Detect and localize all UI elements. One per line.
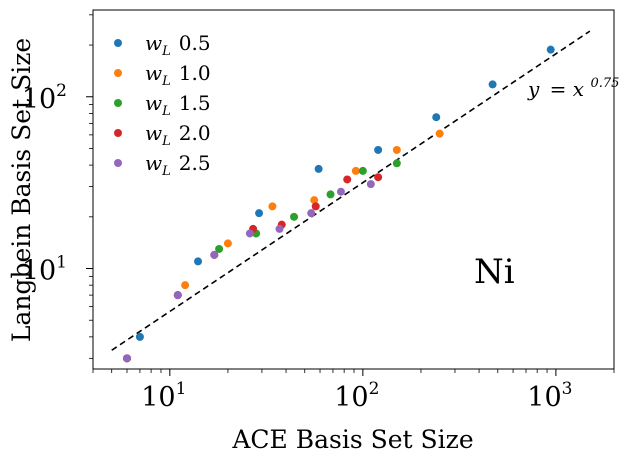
data-point-s1-7 <box>488 80 497 89</box>
data-point-s1-4 <box>314 164 323 173</box>
data-point-s2-8 <box>435 129 444 138</box>
plot-layer <box>111 30 591 363</box>
data-point-s1-8 <box>546 45 555 54</box>
y-tick-label-1: 101 <box>22 253 67 287</box>
fit-label-base: y <box>527 77 540 101</box>
data-point-s2-3 <box>223 239 232 248</box>
fit-label-mid: = x <box>550 77 584 101</box>
data-point-s5-1 <box>122 354 131 363</box>
data-point-s2-4 <box>268 202 277 211</box>
legend-marker-1 <box>114 39 122 47</box>
data-point-s1-5 <box>374 145 383 154</box>
data-point-s4-8 <box>374 173 383 182</box>
legend-label-3: wL 1.5 <box>145 91 211 119</box>
y-axis-label: Langbein Basis Set Size <box>7 38 36 342</box>
fit-label-exponent: 0.75 <box>590 76 619 91</box>
data-point-s3-7 <box>358 166 367 175</box>
legend-label-1: wL 0.5 <box>145 31 211 59</box>
ticks-layer: 101 102 103 101 102 <box>22 14 615 413</box>
x-tick-label-1: 101 <box>141 379 186 413</box>
fit-line-annotation: y = x 0.75 <box>527 76 619 101</box>
y-tick-label-2: 102 <box>22 81 67 115</box>
data-point-s2-2 <box>181 281 190 290</box>
legend-marker-4 <box>114 129 122 137</box>
data-point-s5-5 <box>275 224 284 233</box>
element-label: Ni <box>474 252 515 292</box>
data-point-s1-2 <box>194 257 203 266</box>
legend: wL 0.5wL 1.0wL 1.5wL 2.0wL 2.5 <box>114 31 211 179</box>
data-point-s4-6 <box>311 202 320 211</box>
data-point-s4-7 <box>343 175 352 184</box>
legend-label-5: wL 2.5 <box>145 151 211 179</box>
data-point-s3-6 <box>326 190 335 199</box>
data-point-s3-5 <box>290 212 299 221</box>
legend-label-2: wL 1.0 <box>145 61 211 89</box>
fit-line <box>111 30 591 351</box>
legend-marker-3 <box>114 99 122 107</box>
data-point-s5-2 <box>173 291 182 300</box>
data-point-s2-5 <box>310 196 319 205</box>
data-point-s5-4 <box>245 229 254 238</box>
data-point-s5-6 <box>307 209 316 218</box>
x-axis-label: ACE Basis Set Size <box>231 425 473 450</box>
data-point-s2-6 <box>351 166 360 175</box>
data-point-s1-1 <box>135 332 144 341</box>
data-point-s3-8 <box>392 159 401 168</box>
data-point-s2-7 <box>392 145 401 154</box>
data-point-s5-8 <box>366 180 375 189</box>
data-point-s5-3 <box>210 250 219 259</box>
plot-frame <box>92 9 615 370</box>
legend-marker-2 <box>114 69 122 77</box>
legend-marker-5 <box>114 159 122 167</box>
data-point-s1-6 <box>432 113 441 122</box>
data-point-s1-3 <box>255 209 264 218</box>
legend-label-4: wL 2.0 <box>145 121 211 149</box>
x-tick-label-3: 103 <box>527 379 572 413</box>
x-tick-label-2: 102 <box>334 379 379 413</box>
data-point-s3-3 <box>215 244 224 253</box>
data-point-s5-7 <box>336 187 345 196</box>
